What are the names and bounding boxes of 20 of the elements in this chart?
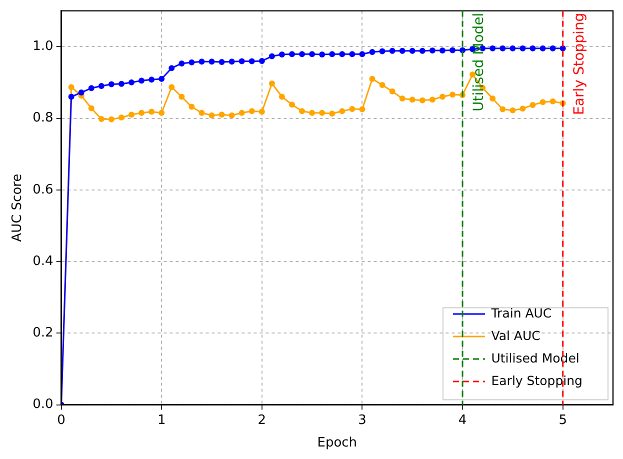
y-tick-label: 1.0 — [32, 38, 54, 54]
x-tick-label: 2 — [258, 412, 266, 428]
x-tick-label: 0 — [57, 412, 66, 428]
text: Utilised Model — [491, 350, 580, 366]
y-tick-label: 0.2 — [32, 326, 54, 341]
x-tick-label: 5 — [558, 412, 567, 428]
y-tick-label: 0.6 — [32, 182, 54, 198]
y-tick-label: 0.4 — [32, 254, 54, 269]
x-tick-label: 1 — [157, 412, 166, 428]
ref-line-label: Utilised Model — [471, 12, 488, 112]
y-axis-title: AUC Score — [10, 174, 26, 242]
x-tick-label: 4 — [458, 412, 467, 428]
x-tick-label: 3 — [358, 412, 366, 428]
legend-label: Train AUC — [490, 305, 552, 320]
y-tick-label: 0.0 — [32, 397, 54, 412]
text: Early Stopping — [491, 372, 582, 388]
y-tick-label: 0.8 — [32, 110, 54, 126]
legend-label: Val AUC — [491, 328, 541, 343]
x-axis-title: Epoch — [317, 436, 358, 451]
ref-line-label: Early Stopping — [571, 12, 588, 115]
